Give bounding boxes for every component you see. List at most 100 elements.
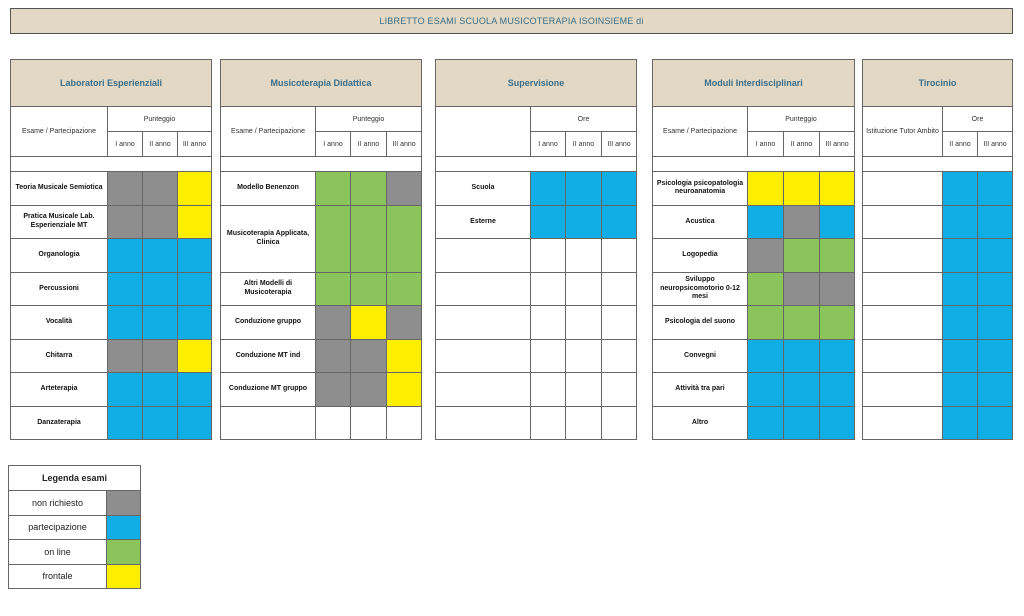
status-cell-white [385, 405, 423, 440]
status-cell-blue [783, 372, 820, 407]
status-cell-blue [142, 305, 178, 340]
status-cell-grey [107, 338, 143, 373]
status-cell-yellow [176, 171, 213, 206]
status-cell-grey [142, 204, 178, 239]
status-cell-blue [747, 372, 784, 407]
status-cell-green [385, 204, 423, 273]
exam-label: Altro [652, 405, 748, 440]
exam-label: Organologia [10, 238, 108, 273]
status-cell-blue [976, 338, 1014, 373]
panel-supervisione: Supervisione Ore I anno II anno III anno Scuo… [434, 59, 638, 440]
status-cell-blue [107, 271, 143, 306]
status-cell-grey [142, 171, 178, 206]
panel-title: Supervisione [434, 59, 638, 107]
exam-label [862, 305, 943, 340]
status-cell-blue [942, 238, 978, 273]
year-header: II anno [565, 131, 602, 157]
status-cell-white [600, 372, 638, 407]
exam-label: Percussioni [10, 271, 108, 306]
first-column-header [435, 106, 531, 157]
status-cell-blue [176, 372, 213, 407]
status-cell-blue [942, 271, 978, 306]
status-cell-white [530, 238, 566, 273]
status-cell-grey [818, 271, 856, 306]
status-cell-blue [600, 204, 638, 239]
year-header: I anno [107, 131, 143, 157]
exam-label: Convegni [652, 338, 748, 373]
status-cell-white [600, 271, 638, 306]
panel-moduli-interdisciplinari: Moduli Interdisciplinari Esame / Partecip… [651, 59, 856, 440]
legend-table: Legenda esami non richiesto partecipazione… [8, 465, 141, 589]
first-column-header: Esame / Partecipazione [220, 106, 316, 157]
legend-label: non richiesto [8, 490, 107, 516]
status-cell-white [530, 405, 566, 440]
legend-swatch-blue [106, 514, 141, 540]
status-cell-grey [142, 338, 178, 373]
exam-label: Acustica [652, 204, 748, 239]
status-cell-grey [107, 204, 143, 239]
panel-table: Moduli Interdisciplinari Esame / Partecip… [651, 59, 856, 440]
panel-table: Tirocinio Istituzione Tutor Ambito Ore II a… [861, 59, 1014, 440]
status-cell-green [315, 204, 351, 273]
status-cell-blue [783, 338, 820, 373]
status-cell-blue [107, 405, 143, 440]
status-cell-white [315, 405, 351, 440]
status-cell-blue [942, 338, 978, 373]
status-cell-blue [142, 238, 178, 273]
status-cell-white [530, 372, 566, 407]
status-cell-grey [315, 305, 351, 340]
exam-label: Vocalità [10, 305, 108, 340]
panel-table: Supervisione Ore I anno II anno III anno Scuo… [434, 59, 638, 440]
status-cell-blue [142, 271, 178, 306]
status-cell-yellow [818, 171, 856, 206]
status-cell-blue [976, 405, 1014, 440]
status-cell-yellow [176, 204, 213, 239]
status-cell-blue [530, 204, 566, 239]
status-cell-blue [942, 204, 978, 239]
exam-label: Conduzione MT gruppo [220, 372, 316, 407]
panel-tirocinio: Tirocinio Istituzione Tutor Ambito Ore II a… [861, 59, 1014, 440]
status-cell-green [783, 305, 820, 340]
status-cell-blue [818, 405, 856, 440]
status-cell-blue [783, 405, 820, 440]
status-cell-white [600, 305, 638, 340]
status-cell-green [747, 305, 784, 340]
status-cell-grey [747, 238, 784, 273]
status-cell-blue [818, 372, 856, 407]
exam-label: Danzaterapia [10, 405, 108, 440]
status-cell-blue [107, 238, 143, 273]
status-cell-white [565, 271, 602, 306]
status-cell-blue [942, 305, 978, 340]
status-cell-green [818, 238, 856, 273]
year-header: III anno [176, 131, 213, 157]
status-cell-green [315, 271, 351, 306]
exam-label: Arteterapia [10, 372, 108, 407]
status-cell-yellow [385, 338, 423, 373]
panel-table: Musicoterapia Didattica Esame / Partecipa… [219, 59, 423, 440]
status-cell-white [600, 238, 638, 273]
status-cell-blue [107, 305, 143, 340]
legend-label: frontale [8, 563, 107, 589]
status-cell-grey [783, 204, 820, 239]
exam-label: Psicologia psicopatologia neuroanatomia [652, 171, 748, 206]
legend-label: partecipazione [8, 514, 107, 540]
exam-label: Attività tra pari [652, 372, 748, 407]
exam-label: Teoria Musicale Semiotica [10, 171, 108, 206]
status-cell-white [565, 238, 602, 273]
status-cell-white [565, 305, 602, 340]
status-cell-yellow [747, 171, 784, 206]
status-cell-grey [350, 338, 387, 373]
legend-swatch-yellow [106, 563, 141, 589]
group-header: Punteggio [746, 106, 856, 132]
spacer-cell [434, 156, 638, 172]
panel-title: Musicoterapia Didattica [219, 59, 423, 107]
group-header: Ore [529, 106, 638, 132]
status-cell-blue [976, 271, 1014, 306]
exam-label: Scuola [435, 171, 531, 206]
spacer-cell [219, 156, 423, 172]
status-cell-blue [976, 305, 1014, 340]
status-cell-yellow [176, 338, 213, 373]
year-header: III anno [976, 131, 1014, 157]
panel-musicoterapia-didattica: Musicoterapia Didattica Esame / Partecipa… [219, 59, 423, 440]
status-cell-blue [565, 171, 602, 206]
